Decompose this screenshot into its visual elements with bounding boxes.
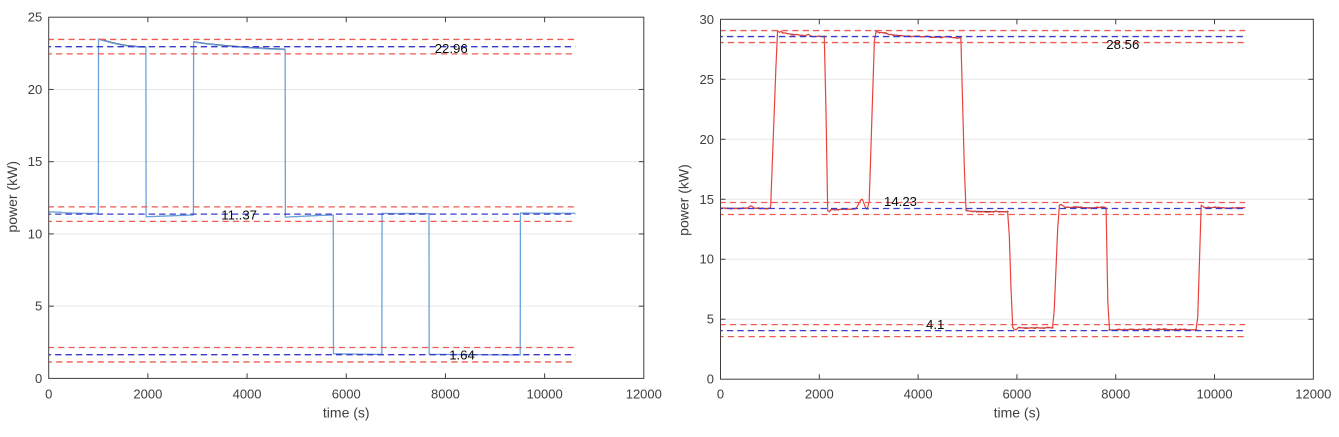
svg-text:6000: 6000 [1002,387,1031,402]
svg-text:power (kW): power (kW) [675,164,691,236]
svg-text:25: 25 [700,72,714,87]
svg-text:12000: 12000 [1295,387,1331,402]
svg-text:0: 0 [717,387,724,402]
svg-text:2000: 2000 [133,387,162,402]
svg-text:12000: 12000 [626,387,662,402]
svg-text:8000: 8000 [1101,387,1130,402]
svg-text:0: 0 [35,371,42,386]
svg-text:1.64: 1.64 [449,347,475,362]
svg-text:10000: 10000 [527,387,563,402]
svg-text:15: 15 [28,154,42,169]
svg-text:time (s): time (s) [994,405,1041,421]
svg-text:15: 15 [700,192,714,207]
svg-text:4000: 4000 [233,387,262,402]
svg-text:10: 10 [28,226,42,241]
svg-text:time (s): time (s) [323,405,370,421]
svg-text:20: 20 [700,132,714,147]
svg-text:25: 25 [28,10,42,25]
svg-text:10000: 10000 [1196,387,1232,402]
svg-text:4000: 4000 [904,387,933,402]
svg-text:30: 30 [700,12,714,27]
svg-text:6000: 6000 [332,387,361,402]
svg-text:22.96: 22.96 [435,41,468,56]
svg-text:5: 5 [35,299,42,314]
svg-text:28.56: 28.56 [1106,37,1139,52]
svg-text:2000: 2000 [805,387,834,402]
svg-text:10: 10 [700,252,714,267]
svg-text:power (kW): power (kW) [4,161,20,233]
svg-text:4.1: 4.1 [926,317,944,332]
svg-text:5: 5 [707,312,714,327]
svg-text:14.23: 14.23 [884,194,917,209]
svg-text:8000: 8000 [431,387,460,402]
svg-text:11..37: 11..37 [221,208,257,223]
svg-text:0: 0 [707,372,714,387]
svg-text:0: 0 [45,387,52,402]
svg-text:20: 20 [28,82,42,97]
